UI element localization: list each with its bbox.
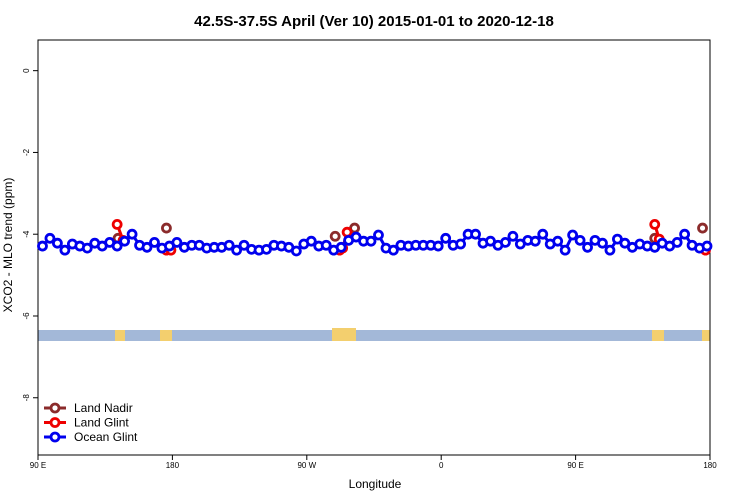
point [552, 235, 564, 247]
legend-label: Land Glint [74, 416, 129, 430]
legend-marker [49, 417, 61, 428]
point [582, 241, 593, 253]
x-axis-label: Longitude [349, 477, 402, 491]
point [500, 236, 511, 248]
point [559, 244, 571, 256]
point [44, 232, 56, 244]
point [597, 237, 608, 249]
point [341, 226, 353, 238]
point [329, 230, 341, 242]
legend-label: Land Nadir [74, 401, 133, 415]
x-tick-label: 90 W [297, 461, 316, 470]
point [671, 236, 683, 248]
point [149, 236, 160, 248]
point [223, 239, 235, 251]
legend-marker [49, 402, 61, 414]
point [567, 229, 579, 241]
x-tick-label: 180 [703, 461, 717, 470]
x-tick-label: 180 [166, 461, 180, 470]
point [320, 239, 332, 251]
point [604, 244, 616, 256]
point [455, 238, 467, 250]
point [126, 228, 138, 240]
strip-land [160, 330, 172, 341]
y-tick-label: -2 [22, 148, 31, 156]
point [697, 222, 708, 234]
point [52, 237, 63, 249]
point [59, 244, 71, 256]
point [305, 235, 317, 247]
point [388, 244, 399, 256]
strip-land [652, 330, 664, 341]
point [119, 235, 131, 247]
x-tick-label: 90 E [30, 461, 46, 470]
chart-title: 42.5S-37.5S April (Ver 10) 2015-01-01 to… [194, 13, 554, 30]
point [81, 242, 93, 254]
point [335, 241, 347, 253]
strip-land [332, 328, 356, 341]
point [37, 240, 48, 252]
y-tick-label: -8 [22, 394, 31, 402]
point [111, 240, 123, 252]
point [111, 218, 123, 230]
surface-strip [38, 328, 710, 341]
x-tick-label: 0 [439, 461, 444, 470]
point [373, 229, 384, 241]
point [679, 228, 691, 240]
point [649, 218, 661, 230]
legend-label: Ocean Glint [74, 430, 138, 444]
point [507, 230, 519, 242]
point [231, 244, 243, 256]
strip-ocean [38, 330, 710, 341]
y-tick-label: 0 [22, 68, 31, 73]
y-tick-label: -4 [22, 230, 31, 238]
point [701, 240, 713, 252]
y-tick-label: -6 [22, 312, 31, 320]
point [574, 234, 586, 246]
point [365, 235, 377, 247]
point [537, 228, 549, 240]
legend-marker [49, 431, 61, 443]
point [432, 240, 444, 252]
y-axis-label: XCO2 - MLO trend (ppm) [1, 178, 15, 313]
point [141, 241, 153, 253]
point [529, 235, 541, 247]
point [470, 228, 481, 240]
strip-land [115, 330, 125, 341]
point [440, 232, 452, 244]
point [161, 222, 172, 234]
point [171, 236, 183, 248]
x-tick-label: 90 E [567, 461, 583, 470]
strip-land [702, 330, 710, 341]
point [290, 245, 302, 257]
